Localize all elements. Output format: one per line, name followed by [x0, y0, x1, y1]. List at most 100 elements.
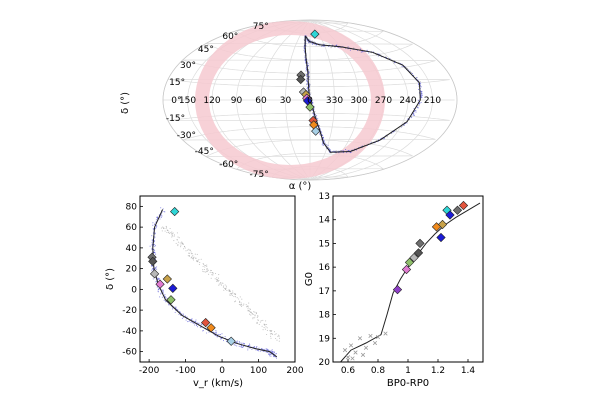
velocity-background-point — [254, 311, 256, 313]
ra-tick-label: 330 — [326, 96, 343, 106]
velocity-point — [155, 227, 157, 229]
y-tick-label: 14 — [319, 216, 331, 226]
velocity-background-point — [216, 279, 218, 281]
cmd-member-markers — [392, 200, 469, 295]
velocity-background-point — [165, 225, 167, 227]
velocity-background-point — [262, 329, 264, 331]
velocity-point — [273, 351, 275, 354]
velocity-point — [272, 355, 275, 357]
velocity-background-point — [188, 255, 190, 257]
sky-point — [331, 46, 333, 48]
velocity-background-point — [270, 337, 272, 339]
velocity-point — [153, 243, 155, 245]
x-tick-label: 0.6 — [341, 366, 356, 376]
velocity-background-point — [249, 313, 251, 315]
velocity-background-point — [181, 242, 183, 244]
velocity-point — [162, 292, 164, 294]
sky-point — [419, 103, 421, 105]
cmd-marker — [436, 232, 446, 243]
sky-point — [306, 78, 308, 80]
velocity-background-point — [270, 335, 272, 337]
velocity-background-point — [214, 278, 216, 280]
y-tick-label: -20 — [122, 306, 137, 316]
velocity-background-point — [254, 317, 256, 319]
velocity-point — [177, 309, 179, 311]
sky-point — [315, 44, 317, 46]
velocity-background-point — [229, 290, 231, 292]
sky-point — [325, 144, 327, 146]
velocity-point — [200, 326, 202, 328]
sky-point — [304, 57, 306, 59]
cmd-marker — [415, 238, 425, 249]
velocity-background-point — [187, 249, 189, 251]
sky-point — [420, 86, 422, 88]
velocity-background-point — [176, 239, 178, 241]
velocity-point — [158, 278, 160, 280]
cmd-marker — [392, 285, 403, 295]
sky-outline — [162, 19, 458, 181]
dec-tick-label: -75° — [250, 170, 269, 180]
velocity-background-point — [266, 329, 268, 331]
velocity-background-point — [212, 273, 214, 275]
sky-marker — [310, 29, 320, 39]
sky-point — [420, 92, 422, 94]
velocity-background-point — [192, 258, 194, 260]
velocity-stream-points — [149, 207, 281, 359]
sky-point — [412, 114, 414, 116]
velocity-background-point — [259, 321, 261, 323]
velocity-marker — [166, 295, 176, 305]
sky-point — [379, 53, 381, 55]
dec-tick-labels: 75° 60° 45°30° 15° 0° -15° -30° -45° -60° -75° — [166, 22, 269, 180]
cmd-excluded-star — [372, 340, 378, 346]
velocity-background-point — [250, 311, 252, 314]
velocity-point — [265, 351, 267, 353]
velocity-background-point — [247, 308, 249, 310]
velocity-background-point — [170, 233, 173, 235]
sky-model-track — [304, 35, 421, 153]
sky-point — [315, 116, 317, 118]
dec-tick-label: 0° — [171, 96, 181, 106]
sky-point — [420, 82, 422, 84]
velocity-point — [168, 304, 170, 306]
velocity-background-point — [203, 263, 205, 266]
velocity-background-point — [234, 301, 236, 303]
sky-point — [414, 110, 416, 112]
velocity-point — [195, 321, 197, 323]
velocity-background-point — [176, 232, 178, 234]
velocity-background-point — [203, 271, 205, 273]
sky-point — [308, 78, 310, 80]
velocity-background-point — [260, 320, 262, 322]
velocity-point — [196, 326, 199, 328]
velocity-background-point — [193, 256, 195, 258]
velocity-point — [185, 319, 187, 321]
velocity-background-point — [204, 266, 206, 268]
velocity-point — [154, 245, 156, 248]
velocity-background-point — [202, 265, 204, 267]
velocity-point — [275, 353, 277, 355]
y-tick-label: 20 — [126, 265, 138, 275]
velocity-background-point — [183, 248, 185, 250]
velocity-point — [158, 288, 160, 290]
velocity-background-point — [165, 227, 167, 230]
velocity-background-point — [236, 297, 238, 299]
dec-tick-label: 75° — [253, 22, 269, 32]
velocity-background-point — [189, 249, 191, 251]
velocity-background-point — [239, 296, 241, 298]
velocity-background-point — [168, 232, 170, 234]
velocity-background-point — [197, 259, 199, 261]
sky-point — [306, 74, 308, 76]
velocity-point — [272, 351, 274, 353]
sky-point — [327, 147, 329, 149]
velocity-point — [195, 319, 197, 321]
sky-point — [314, 111, 316, 113]
ra-tick-label: 240 — [399, 96, 416, 106]
velocity-point — [160, 214, 162, 216]
sky-point — [417, 100, 420, 102]
velocity-background-point — [269, 333, 271, 335]
velocity-point — [253, 345, 256, 348]
velocity-background-point — [217, 281, 219, 283]
velocity-point — [180, 314, 182, 317]
velocity-background-point — [241, 298, 243, 300]
velocity-background-point — [182, 243, 184, 246]
velocity-model-track — [152, 209, 278, 358]
